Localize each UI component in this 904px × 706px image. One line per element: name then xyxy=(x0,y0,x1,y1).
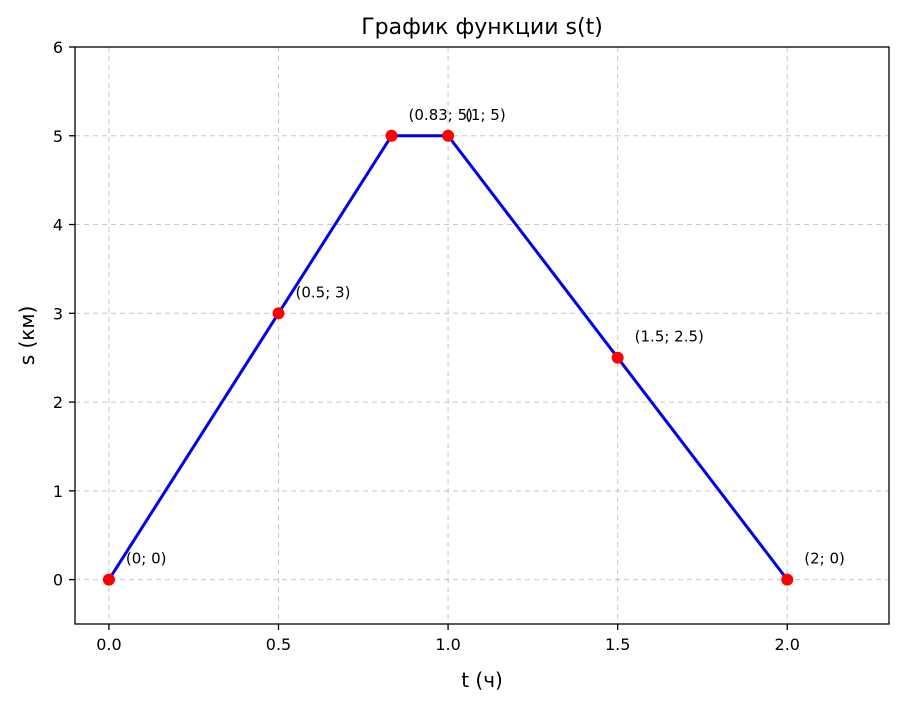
y-tick-label: 0 xyxy=(53,571,63,590)
x-tick-label: 0.5 xyxy=(266,635,291,654)
point-annotation: (0; 0) xyxy=(126,550,167,568)
data-point xyxy=(611,351,624,364)
y-tick-label: 5 xyxy=(53,127,63,146)
x-axis-ticks: 0.0 0.5 1.0 1.5 2.0 xyxy=(96,624,800,654)
data-point xyxy=(385,129,398,142)
marker-layer xyxy=(102,129,794,586)
plot-frame xyxy=(74,46,890,625)
x-tick-label: 0.0 xyxy=(96,635,121,654)
data-point xyxy=(272,307,285,320)
y-tick-label: 3 xyxy=(53,304,63,323)
data-point xyxy=(102,573,115,586)
point-annotation: (0.5; 3) xyxy=(296,283,351,301)
series-line xyxy=(107,134,789,581)
y-tick-label: 1 xyxy=(53,482,63,501)
point-annotation: (1.5; 2.5) xyxy=(635,328,704,346)
grid xyxy=(75,46,889,624)
y-axis-ticks: 0 1 2 3 4 5 6 xyxy=(53,38,75,590)
x-axis-title: t (ч) xyxy=(461,668,503,692)
x-tick-label: 2.0 xyxy=(775,635,800,654)
series-layer xyxy=(107,134,789,581)
y-tick-label: 2 xyxy=(53,393,63,412)
data-point xyxy=(781,573,794,586)
y-axis-title: s (км) xyxy=(15,306,39,366)
x-tick-label: 1.5 xyxy=(605,635,630,654)
point-annotation: (0.83; 5) xyxy=(409,106,473,124)
annotation-layer: (0; 0) (0.5; 3) (0.83; 5)(1; 5) (1.5; 2.5) (… xyxy=(126,106,845,568)
point-annotation: (1; 5) xyxy=(465,106,506,124)
data-point xyxy=(442,129,455,142)
point-annotation: (2; 0) xyxy=(804,550,845,568)
y-tick-label: 6 xyxy=(53,38,63,57)
x-tick-label: 1.0 xyxy=(435,635,460,654)
y-tick-label: 4 xyxy=(53,216,63,235)
chart-title: График функции s(t) xyxy=(361,15,603,40)
